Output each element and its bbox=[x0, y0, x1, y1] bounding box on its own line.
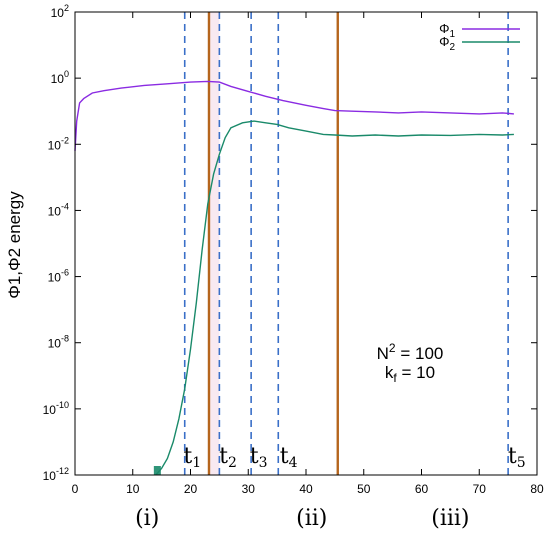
legend: Φ1 Φ2 bbox=[439, 21, 520, 53]
series-lines bbox=[74, 80, 514, 476]
axis-ticks: 0 10 20 30 40 50 60 70 80 102 100 10-2 10-4 10-6 10-8 1… bbox=[43, 3, 544, 496]
parameter-annotation: N2 = 100 kf = 10 bbox=[377, 341, 444, 385]
series-line-phi2 bbox=[155, 120, 514, 476]
y-tick-label-4: 10-6 bbox=[48, 268, 69, 285]
y-tick-label-7: 10-12 bbox=[43, 466, 69, 483]
y-tick-label-2: 10-2 bbox=[48, 135, 69, 152]
plot-frame bbox=[74, 11, 538, 476]
x-tick-label-0: 0 bbox=[72, 482, 79, 496]
time-label-t5: t5 bbox=[508, 444, 526, 471]
phase-label-3: (iii) bbox=[431, 506, 469, 531]
time-label-t1: t1 bbox=[183, 444, 201, 471]
phase-label-1: (i) bbox=[135, 506, 159, 531]
x-tick-label-2: 20 bbox=[184, 482, 198, 496]
x-tick-label-4: 40 bbox=[299, 482, 313, 496]
phase-label-2: (ii) bbox=[296, 506, 327, 531]
annotation-kf: kf = 10 bbox=[385, 363, 435, 385]
time-label-t2: t2 bbox=[219, 444, 237, 471]
x-tick-label-7: 70 bbox=[473, 482, 487, 496]
time-label-t4: t4 bbox=[280, 444, 298, 471]
legend-label-phi1: Φ1 bbox=[439, 21, 455, 40]
y-tick-label-3: 10-4 bbox=[48, 201, 69, 218]
y-axis-label: Φ1,Φ2 energy bbox=[5, 191, 24, 299]
y-tick-label-1: 100 bbox=[51, 69, 69, 86]
plot-background bbox=[208, 12, 220, 475]
time-markers bbox=[183, 12, 509, 475]
x-tick-label-3: 30 bbox=[242, 482, 256, 496]
phi2-noise-blob bbox=[153, 466, 161, 475]
x-tick-label-8: 80 bbox=[530, 482, 544, 496]
series-line-phi1 bbox=[74, 80, 514, 151]
chart-labels: t1 t2 t3 t4 t5 (i) (ii) (iii) bbox=[135, 444, 526, 531]
shaded-band bbox=[208, 12, 220, 475]
annotation-n2: N2 = 100 bbox=[377, 341, 444, 363]
x-tick-label-5: 50 bbox=[357, 482, 371, 496]
time-label-t3: t3 bbox=[250, 444, 268, 471]
x-tick-label-1: 10 bbox=[126, 482, 140, 496]
y-tick-label-0: 102 bbox=[51, 3, 69, 20]
x-tick-label-6: 60 bbox=[415, 482, 429, 496]
y-tick-label-5: 10-8 bbox=[48, 334, 69, 351]
legend-label-phi2: Φ2 bbox=[439, 34, 455, 53]
y-tick-label-6: 10-10 bbox=[43, 400, 69, 417]
